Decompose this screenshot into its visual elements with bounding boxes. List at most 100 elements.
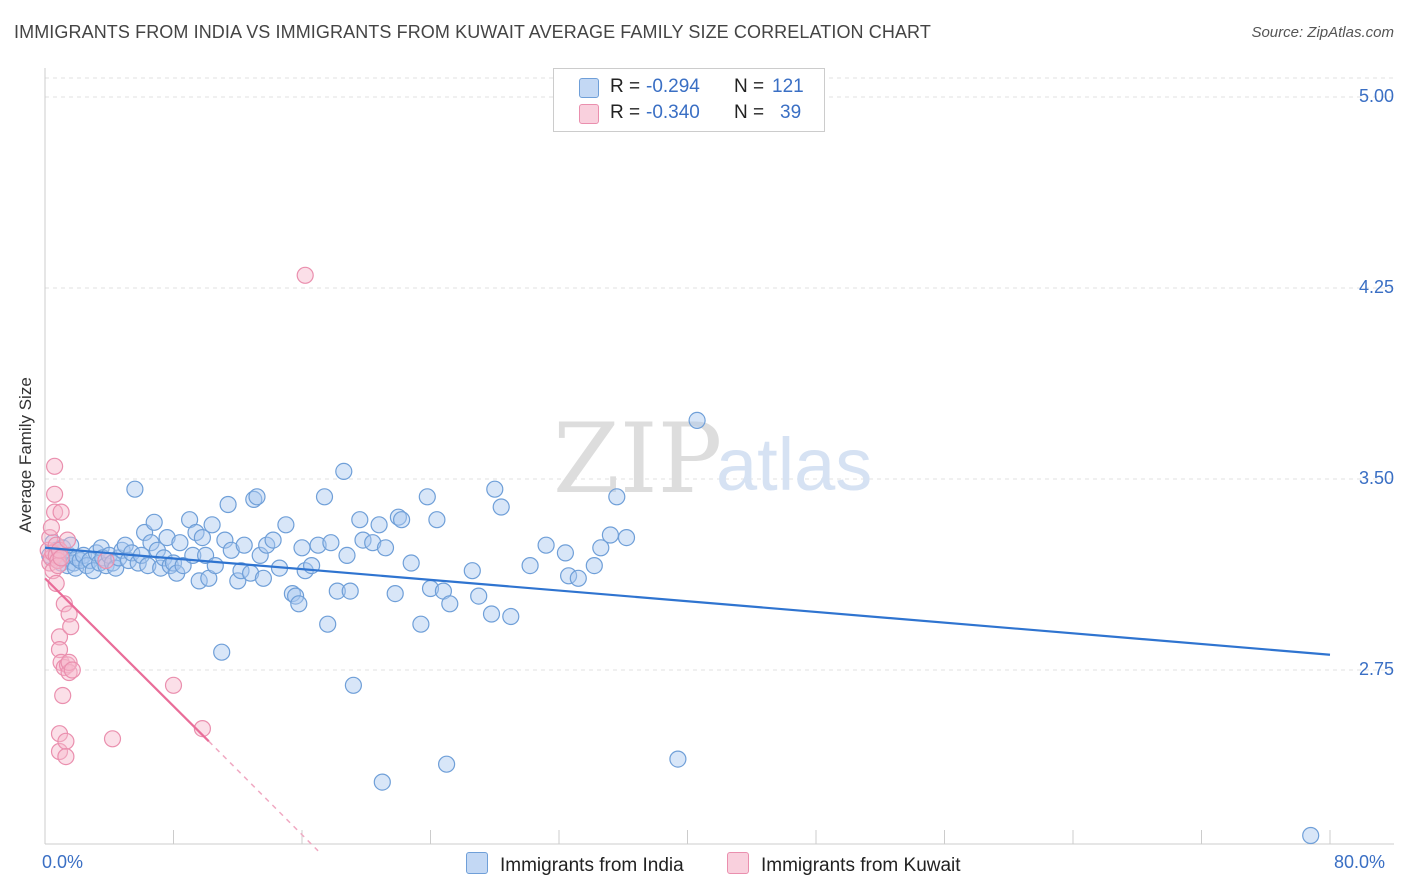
- point-india: [364, 534, 382, 552]
- point-kuwait: [45, 457, 64, 475]
- y-tick-label: 3.50: [1358, 468, 1394, 488]
- legend-row-india: R = -0.294 N = 121: [554, 76, 824, 100]
- trendline-kuwait: [44, 577, 210, 743]
- point-india: [264, 531, 282, 549]
- point-kuwait: [52, 503, 70, 521]
- legend-n-value-india: 121: [772, 76, 804, 97]
- legend-n-label: N =: [734, 102, 765, 123]
- point-kuwait: [62, 618, 80, 636]
- bottom-legend-swatch-india: [466, 852, 488, 874]
- point-india: [309, 536, 327, 554]
- point-india: [344, 676, 362, 694]
- point-kuwait: [55, 595, 73, 613]
- point-india: [428, 511, 446, 529]
- point-india: [219, 495, 237, 514]
- point-india: [502, 607, 520, 626]
- grid-lines: [45, 77, 1394, 671]
- point-kuwait: [50, 640, 69, 659]
- point-india: [254, 569, 272, 587]
- bottom-legend-label-india: Immigrants from India: [500, 855, 684, 876]
- bottom-legend-india: Immigrants from India: [466, 852, 684, 877]
- point-india: [412, 615, 430, 633]
- x-tick-min: 0.0%: [42, 852, 84, 872]
- point-india: [486, 480, 504, 498]
- point-india: [229, 572, 247, 590]
- point-india: [293, 539, 311, 557]
- point-kuwait: [47, 574, 65, 593]
- point-india: [617, 528, 636, 547]
- point-india: [216, 531, 234, 549]
- point-india: [235, 536, 253, 554]
- point-india: [376, 539, 395, 557]
- point-india: [354, 531, 372, 549]
- point-india: [290, 595, 308, 613]
- point-kuwait: [103, 730, 122, 748]
- series-kuwait-points: [39, 266, 314, 766]
- point-india: [537, 536, 555, 554]
- point-india: [559, 567, 578, 585]
- point-india: [438, 755, 456, 773]
- bottom-legend-label-kuwait: Immigrants from Kuwait: [761, 855, 961, 876]
- x-tick-max: 80.0%: [1334, 852, 1386, 872]
- trend-lines: [44, 546, 1331, 852]
- point-india: [521, 556, 539, 575]
- point-kuwait: [164, 676, 183, 694]
- y-tick-label: 2.75: [1358, 659, 1394, 679]
- point-india: [139, 556, 157, 575]
- point-kuwait: [57, 747, 75, 766]
- point-kuwait: [45, 485, 64, 503]
- point-india: [389, 508, 407, 526]
- watermark-zip: ZIP: [553, 403, 722, 515]
- point-india: [669, 750, 687, 768]
- point-india: [245, 490, 263, 508]
- point-india: [482, 605, 501, 623]
- point-kuwait: [54, 686, 72, 705]
- point-india: [470, 587, 488, 605]
- point-india: [1302, 826, 1320, 845]
- point-kuwait: [97, 551, 115, 570]
- point-india: [248, 488, 266, 506]
- bottom-legend-swatch-kuwait: [727, 852, 749, 874]
- legend-r-value-kuwait: -0.340: [646, 102, 700, 123]
- point-india: [158, 528, 176, 547]
- legend-n-value-kuwait: 39: [780, 102, 802, 123]
- chart-title: IMMIGRANTS FROM INDIA VS IMMIGRANTS FROM…: [14, 22, 931, 42]
- point-kuwait: [60, 663, 78, 682]
- point-india: [601, 526, 620, 544]
- point-kuwait: [193, 719, 211, 738]
- point-india: [322, 534, 340, 552]
- point-india: [283, 584, 301, 603]
- legend-r-value-india: -0.294: [646, 76, 700, 97]
- point-kuwait: [57, 732, 75, 750]
- legend-n-label: N =: [734, 76, 765, 97]
- point-india: [556, 544, 575, 562]
- point-india: [402, 554, 420, 572]
- point-india: [328, 582, 346, 600]
- legend-swatch-kuwait: [579, 104, 599, 124]
- point-india: [370, 516, 388, 534]
- point-india: [190, 572, 208, 590]
- point-india: [126, 480, 144, 498]
- point-india: [277, 516, 295, 534]
- point-india: [319, 615, 337, 633]
- point-india: [351, 511, 369, 529]
- point-india: [206, 556, 224, 575]
- point-india: [608, 488, 626, 506]
- point-india: [492, 498, 510, 516]
- y-tick-label: 4.25: [1358, 277, 1394, 297]
- axes: [44, 68, 1394, 845]
- point-kuwait: [42, 518, 61, 537]
- point-india: [569, 569, 587, 587]
- point-kuwait: [60, 605, 78, 623]
- source-label: Source: ZipAtlas.com: [1251, 24, 1394, 41]
- watermark-atlas: atlas: [716, 423, 872, 506]
- y-axis-label: Average Family Size: [16, 377, 35, 533]
- legend-r-label: R =: [610, 102, 641, 123]
- point-india: [592, 539, 610, 557]
- point-india: [386, 584, 404, 603]
- trendline-india: [44, 546, 1331, 656]
- point-india: [418, 488, 436, 506]
- point-india: [338, 546, 356, 565]
- point-india: [393, 511, 411, 529]
